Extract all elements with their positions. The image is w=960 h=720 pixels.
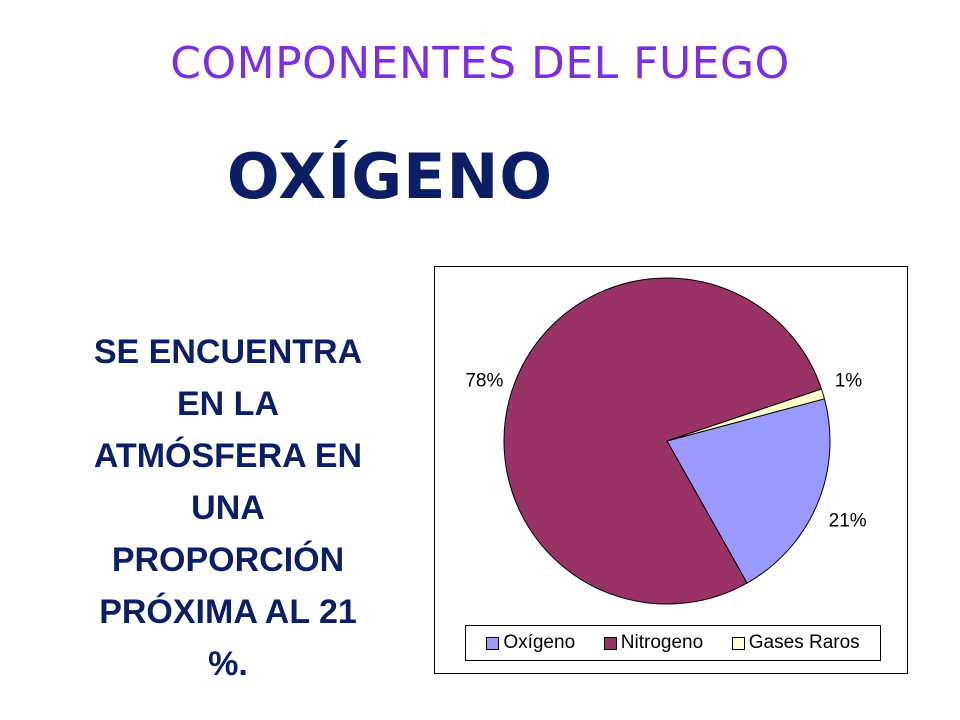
body-line: EN LA	[177, 385, 279, 423]
body-line: PROPORCIÓN	[111, 541, 345, 579]
pie-data-label: 1%	[835, 371, 863, 392]
legend-label: Oxígeno	[503, 632, 576, 653]
legend-swatch	[731, 636, 745, 650]
pie-data-label: 21%	[829, 510, 867, 531]
legend-item-oxigeno: Oxígeno	[486, 632, 575, 654]
pie-slice-ox-geno	[666, 398, 831, 584]
legend-label: Nitrogeno	[620, 632, 704, 653]
legend-item-nitrogeno: Nitrogeno	[603, 632, 704, 654]
body-text: SE ENCUENTRA EN LA ATMÓSFERA EN UNA PROP…	[40, 326, 416, 690]
pie-slices	[503, 277, 831, 605]
body-line: UNA	[191, 489, 265, 527]
body-line: ATMÓSFERA EN	[93, 437, 363, 475]
legend-item-gases-raros: Gases Raros	[731, 632, 860, 654]
body-line: %.	[208, 645, 248, 683]
pie-chart: 21% 78% 1% Oxígeno Nitrogeno Gases Raros	[434, 266, 908, 674]
chart-legend: Oxígeno Nitrogeno Gases Raros	[465, 625, 881, 661]
pie-chart-svg: 21% 78% 1%	[465, 277, 867, 605]
pie-data-label: 78%	[465, 371, 503, 392]
legend-swatch	[603, 636, 617, 650]
pie-labels: 21% 78% 1%	[465, 371, 866, 532]
legend-label: Gases Raros	[748, 632, 860, 653]
body-line: PRÓXIMA AL 21	[99, 593, 357, 631]
pie-slice-gases-raros	[666, 388, 826, 442]
slide-heading: OXÍGENO	[226, 140, 554, 213]
slide-title: COMPONENTES DEL FUEGO	[170, 38, 790, 89]
body-line: SE ENCUENTRA	[93, 333, 363, 371]
legend-swatch	[486, 636, 500, 650]
pie-slice-nitrogeno	[503, 277, 823, 605]
